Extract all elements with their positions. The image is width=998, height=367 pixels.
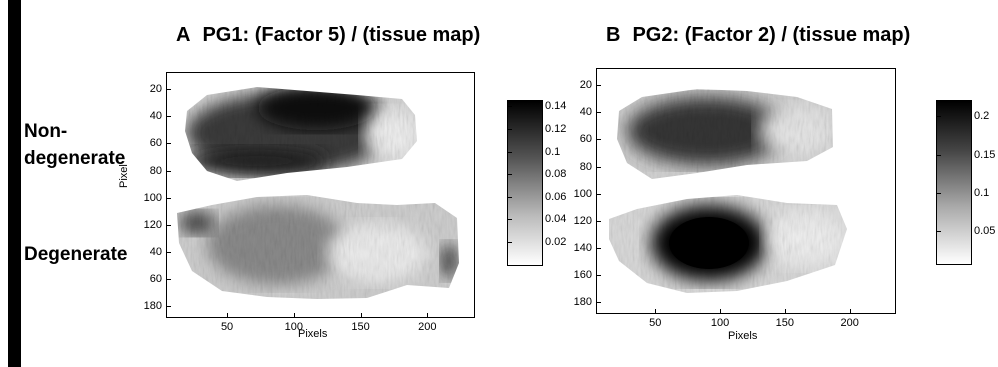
y-tick-label: 20 [580,79,592,91]
y-tick-label: 40 [150,246,162,258]
y-tick-mark [167,306,171,307]
y-tick-mark [167,116,171,117]
y-tick-mark [167,225,171,226]
colorbar-tick-label: 0.14 [545,100,566,112]
x-tick-mark [785,309,786,313]
colorbar-tick-mark [937,231,941,232]
y-tick-label: 180 [144,300,162,312]
x-axis-label: Pixels [298,328,327,340]
panel-a-colorbar: 0.14 0.12 0.1 0.08 0.06 0.04 0.02 [507,100,543,266]
y-tick-mark [597,221,601,222]
y-tick-mark [597,167,601,168]
y-tick-mark [597,275,601,276]
y-tick-label: 140 [574,242,592,254]
colorbar-tick-label: 0.15 [974,149,995,161]
colorbar-tick-mark [508,174,512,175]
panel-b-letter: B [606,24,620,46]
y-tick-mark [597,112,601,113]
colorbar-tick-mark [508,197,512,198]
colorbar-tick-label: 0.1 [545,146,560,158]
x-tick-mark [227,313,228,317]
colorbar-tick-mark [508,219,512,220]
x-axis-label: Pixels [728,330,757,342]
colorbar-tick-label: 0.1 [974,187,989,199]
y-tick-mark [167,143,171,144]
y-tick-label: 60 [580,133,592,145]
y-tick-label: 120 [574,215,592,227]
panel-b-tissue-map [597,69,895,313]
colorbar-tick-mark [508,242,512,243]
y-tick-mark [167,252,171,253]
x-tick-mark [850,309,851,313]
y-tick-label: 80 [580,161,592,173]
colorbar-tick-mark [937,155,941,156]
y-tick-mark [597,139,601,140]
colorbar-tick-label: 0.02 [545,236,566,248]
x-tick-label: 200 [840,317,858,329]
x-tick-label: 50 [221,321,233,333]
y-tick-label: 40 [580,106,592,118]
y-tick-label: 120 [144,219,162,231]
y-tick-label: 60 [150,137,162,149]
x-tick-mark [655,309,656,313]
x-tick-mark [427,313,428,317]
colorbar-tick-label: 0.05 [974,225,995,237]
x-tick-label: 200 [418,321,436,333]
colorbar-tick-mark [508,152,512,153]
y-tick-label: 180 [574,296,592,308]
y-tick-label: 160 [574,269,592,281]
colorbar-tick-mark [508,129,512,130]
y-tick-label: 60 [150,273,162,285]
y-tick-mark [597,248,601,249]
y-tick-label: 100 [144,192,162,204]
panel-b-title: B PG2: (Factor 2) / (tissue map) [606,24,910,47]
colorbar-tick-label: 0.12 [545,123,566,135]
y-tick-mark [597,194,601,195]
x-tick-label: 150 [776,317,794,329]
panel-a-letter: A [176,24,190,46]
x-tick-mark [720,309,721,313]
x-tick-mark [361,313,362,317]
panel-a-tissue-map [167,73,474,317]
row-label-non-degenerate: Non- degenerate [24,118,125,172]
x-tick-label: 100 [711,317,729,329]
y-axis-label: Pixel [118,164,130,188]
y-tick-label: 100 [574,188,592,200]
y-tick-mark [167,171,171,172]
panel-a-title-text: PG1: (Factor 5) / (tissue map) [202,24,480,46]
y-tick-mark [597,302,601,303]
panel-b-axes: 20 40 60 80 100 120 140 160 180 50 100 150 200 [596,68,896,314]
y-tick-label: 20 [150,83,162,95]
row-label-degenerate: Degenerate [24,241,128,268]
y-tick-mark [167,279,171,280]
y-tick-label: 80 [150,165,162,177]
panel-b-colorbar: 0.2 0.15 0.1 0.05 [936,100,972,265]
colorbar-tick-label: 0.2 [974,110,989,122]
panel-a-title: A PG1: (Factor 5) / (tissue map) [176,24,480,47]
colorbar-tick-mark [508,106,512,107]
y-tick-mark [597,85,601,86]
panel-b-title-text: PG2: (Factor 2) / (tissue map) [632,24,910,46]
left-black-bar [8,0,21,367]
y-tick-label: 40 [150,110,162,122]
colorbar-tick-mark [937,193,941,194]
panel-a-axes: 20 40 60 80 100 120 40 60 180 50 100 150 200 [166,72,475,318]
x-tick-label: 150 [351,321,369,333]
row-label-line2: degenerate [24,145,125,172]
x-tick-label: 50 [649,317,661,329]
row-label-line1: Non- [24,118,125,145]
colorbar-tick-label: 0.08 [545,168,566,180]
x-tick-mark [294,313,295,317]
y-tick-mark [167,89,171,90]
colorbar-tick-label: 0.06 [545,191,566,203]
y-tick-mark [167,198,171,199]
colorbar-tick-mark [937,116,941,117]
colorbar-tick-label: 0.04 [545,213,566,225]
